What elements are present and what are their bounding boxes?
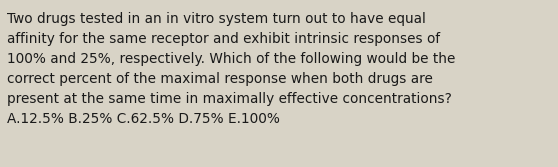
Text: Two drugs tested in an in vitro system turn out to have equal
affinity for the s: Two drugs tested in an in vitro system t… [7,12,455,126]
